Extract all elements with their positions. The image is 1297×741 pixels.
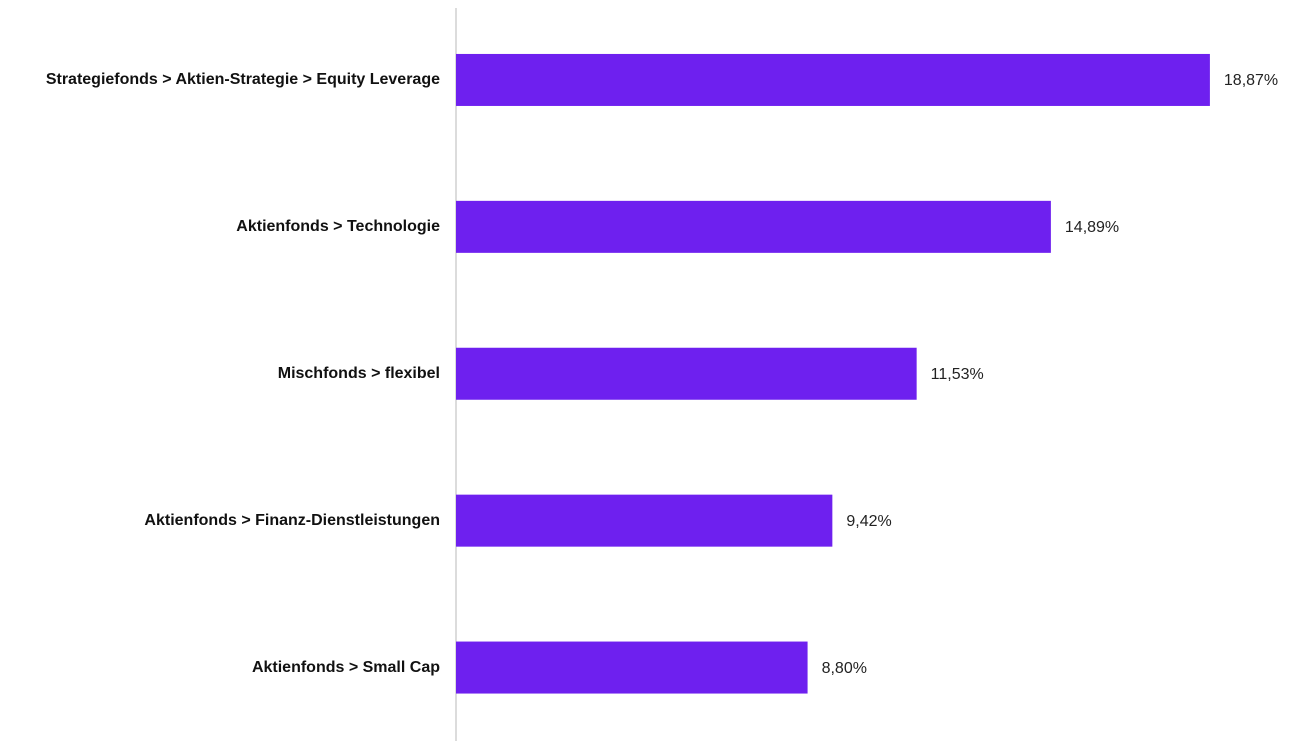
bar [456,494,833,547]
value-label: 8,80% [822,660,867,677]
value-label: 18,87% [1224,72,1278,89]
category-label: Aktienfonds > Finanz-Dienstleistungen [144,511,440,529]
bar [456,347,917,400]
category-label: Aktienfonds > Technologie [236,217,440,235]
value-label: 14,89% [1065,219,1119,236]
value-label: 11,53% [931,366,984,383]
category-label-box: Aktienfonds > Small Cap [0,658,440,678]
category-label-box: Aktienfonds > Finanz-Dienstleistungen [0,511,440,531]
bar [456,200,1051,253]
category-label-box: Strategiefonds > Aktien-Strategie > Equi… [0,70,440,90]
category-label: Mischfonds > flexibel [277,364,440,382]
bar [456,641,808,694]
bar [456,53,1210,106]
category-label: Aktienfonds > Small Cap [251,658,440,676]
value-label: 9,42% [846,513,891,530]
category-label: Strategiefonds > Aktien-Strategie > Equi… [45,70,440,88]
category-label-box: Aktienfonds > Technologie [0,217,440,237]
category-label-box: Mischfonds > flexibel [0,364,440,384]
